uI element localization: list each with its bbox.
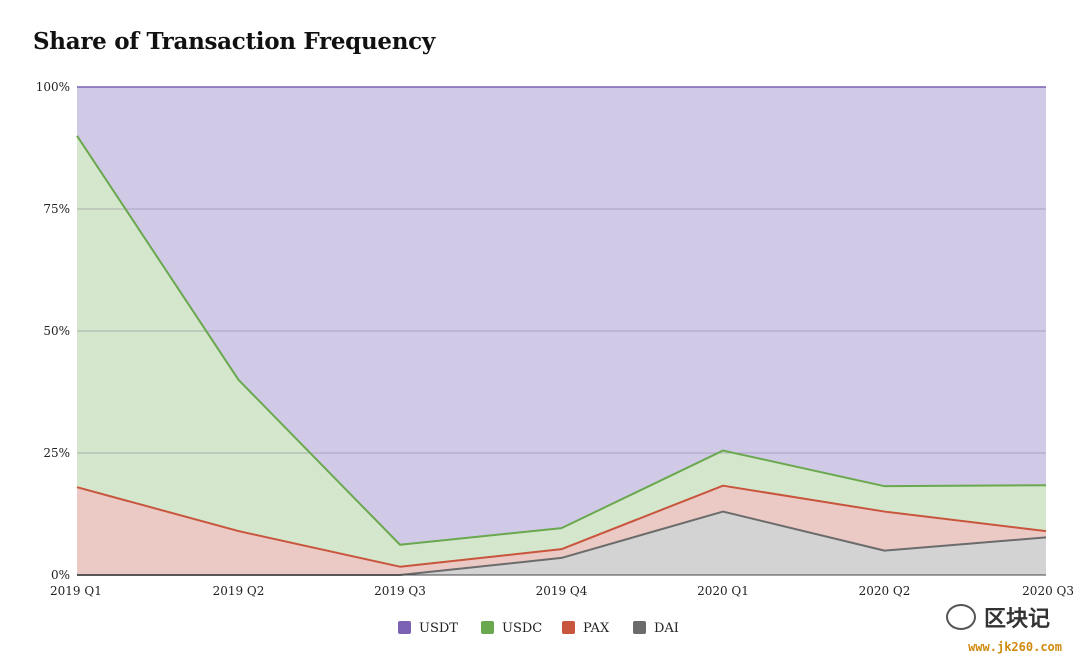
y-tick-label: 25% bbox=[43, 446, 70, 460]
legend-swatch-pax bbox=[562, 621, 575, 634]
legend-label-pax: PAX bbox=[583, 621, 610, 636]
y-tick-label: 100% bbox=[36, 80, 70, 94]
x-tick-label: 2020 Q1 bbox=[697, 584, 749, 598]
watermark-text: 区块记 bbox=[983, 607, 1050, 632]
legend-label-usdt: USDT bbox=[419, 621, 458, 636]
x-tick-label: 2019 Q1 bbox=[50, 584, 102, 598]
x-tick-label: 2019 Q2 bbox=[213, 584, 265, 598]
x-tick-label: 2020 Q3 bbox=[1022, 584, 1074, 598]
x-tick-label: 2020 Q2 bbox=[859, 584, 911, 598]
legend-label-usdc: USDC bbox=[502, 621, 542, 636]
watermark: 区块记 bbox=[945, 601, 1050, 633]
legend-label-dai: DAI bbox=[654, 621, 679, 636]
watermark-url: www.jk260.com bbox=[968, 640, 1062, 654]
x-tick-label: 2019 Q3 bbox=[374, 584, 426, 598]
wechat-icon bbox=[945, 604, 976, 630]
area-dai bbox=[77, 511, 1046, 575]
legend-swatch-usdt bbox=[398, 621, 411, 634]
line-usdc bbox=[76, 135, 1047, 546]
y-tick-label: 75% bbox=[43, 202, 70, 216]
y-tick-label: 50% bbox=[43, 324, 70, 338]
chart-title: Share of Transaction Frequency bbox=[33, 28, 435, 55]
area-usdt bbox=[77, 87, 1046, 545]
legend-swatch-dai bbox=[633, 621, 646, 634]
legend-swatch-usdc bbox=[481, 621, 494, 634]
area-pax bbox=[77, 485, 1046, 575]
y-tick-label: 0% bbox=[51, 568, 70, 582]
x-tick-label: 2019 Q4 bbox=[536, 584, 588, 598]
line-pax bbox=[76, 484, 1047, 568]
